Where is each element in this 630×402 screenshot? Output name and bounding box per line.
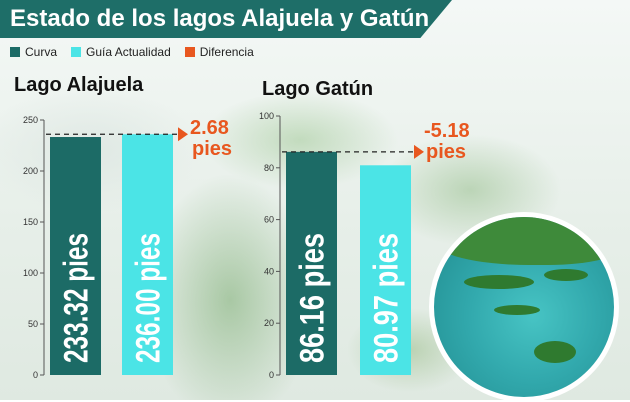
chart-title-gatun: Lago Gatún — [262, 78, 374, 100]
chart-gatun: 0 20 40 60 80 100 86.16 pies 80.97 pies -5.18pie… — [259, 111, 470, 380]
bar-value-label: 80.97 pies — [368, 233, 406, 363]
legend-item-diferencia: Diferencia — [184, 45, 254, 59]
legend-swatch-guia — [71, 47, 82, 57]
difference-unit: pies — [192, 138, 232, 160]
y-tick-label: 200 — [23, 166, 38, 176]
legend-item-curva: Curva — [10, 45, 57, 59]
y-tick-label: 250 — [23, 115, 38, 125]
y-tick-label: 40 — [264, 266, 274, 276]
legend-item-guia: Guía Actualidad — [71, 45, 171, 59]
y-tick-label: 80 — [264, 163, 274, 173]
difference-arrow-icon — [414, 144, 424, 159]
title-banner — [0, 0, 452, 38]
y-tick-label: 100 — [259, 111, 274, 121]
y-tick-label: 150 — [23, 217, 38, 227]
lake-photo — [429, 212, 619, 402]
chart-alajuela: 0 50 100 150 200 250 233.32 pies 236.00 pies 2.6… — [23, 115, 232, 380]
page-title: Estado de los lagos Alajuela y Gatún — [10, 5, 430, 32]
bar-gatun-guia — [360, 165, 411, 375]
difference-value: 2.68 — [190, 117, 229, 139]
difference-value: -5.18 — [424, 120, 470, 142]
bar-alajuela-curva — [50, 137, 101, 375]
legend-swatch-curva — [10, 47, 20, 57]
bar-alajuela-guia — [122, 134, 173, 375]
difference-arrow-icon — [178, 127, 188, 142]
y-tick-label: 50 — [28, 319, 38, 329]
legend: Curva Guía Actualidad Diferencia — [10, 45, 254, 59]
legend-swatch-diferencia — [184, 47, 195, 57]
y-tick-label: 0 — [269, 370, 274, 380]
difference-unit: pies — [426, 141, 466, 163]
y-tick-label: 0 — [33, 370, 38, 380]
chart-title-alajuela: Lago Alajuela — [14, 74, 144, 96]
bar-value-label: 236.00 pies — [130, 233, 168, 363]
bar-gatun-curva — [286, 151, 337, 375]
y-tick-label: 100 — [23, 268, 38, 278]
legend-label-guia: Guía Actualidad — [86, 45, 171, 59]
bar-value-label: 233.32 pies — [58, 233, 96, 363]
bar-value-label: 86.16 pies — [294, 233, 332, 363]
y-tick-label: 60 — [264, 215, 274, 225]
y-tick-label: 20 — [264, 318, 274, 328]
legend-label-curva: Curva — [25, 45, 58, 59]
legend-label-diferencia: Diferencia — [199, 45, 254, 59]
